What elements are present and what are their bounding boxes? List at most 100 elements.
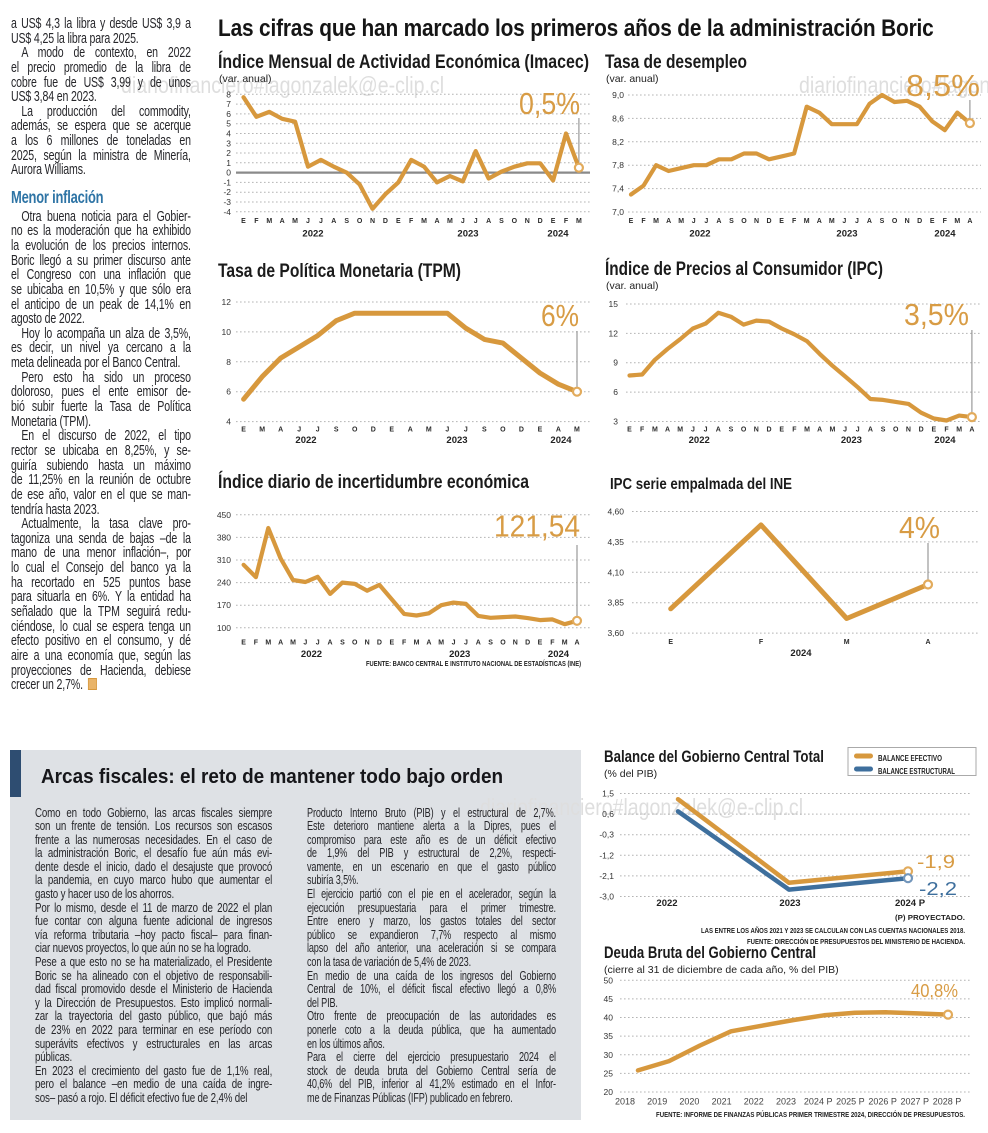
svg-text:2024 P: 2024 P: [895, 898, 926, 909]
svg-text:FUENTE: INFORME DE FINANZAS PÚ: FUENTE: INFORME DE FINANZAS PÚBLICAS PRI…: [656, 1110, 965, 1119]
svg-text:E: E: [931, 427, 936, 434]
svg-text:D: D: [538, 218, 543, 225]
svg-text:M: M: [677, 427, 683, 434]
svg-text:J: J: [692, 218, 696, 225]
svg-text:M: M: [447, 218, 453, 225]
svg-text:2023: 2023: [836, 229, 857, 240]
svg-text:J: J: [704, 218, 708, 225]
svg-text:Deuda Bruta del Gobierno Centr: Deuda Bruta del Gobierno Central: [604, 943, 816, 962]
svg-text:7,4: 7,4: [612, 184, 624, 194]
svg-text:A: A: [666, 218, 671, 225]
svg-text:D: D: [767, 218, 772, 225]
svg-text:-2,1: -2,1: [599, 871, 614, 881]
svg-text:J: J: [297, 427, 301, 434]
svg-text:8: 8: [226, 89, 231, 99]
svg-text:A: A: [408, 427, 413, 434]
svg-text:4,10: 4,10: [607, 567, 624, 577]
svg-text:15: 15: [609, 299, 619, 309]
svg-text:N: N: [513, 640, 518, 647]
svg-text:(var. anual): (var. anual): [606, 280, 659, 292]
svg-text:J: J: [316, 640, 320, 647]
svg-text:J: J: [461, 218, 465, 225]
svg-text:J: J: [843, 427, 847, 434]
svg-text:M: M: [421, 218, 427, 225]
svg-text:6: 6: [226, 109, 231, 119]
svg-text:2023: 2023: [776, 1097, 796, 1107]
svg-text:S: S: [334, 427, 339, 434]
svg-text:J: J: [474, 218, 478, 225]
svg-text:Índice Mensual de Actividad Ec: Índice Mensual de Actividad Económica (I…: [218, 50, 589, 73]
svg-text:2022: 2022: [689, 435, 710, 446]
svg-text:-1: -1: [223, 177, 231, 187]
svg-text:A: A: [331, 218, 336, 225]
svg-text:1,5: 1,5: [602, 789, 614, 799]
svg-text:450: 450: [217, 510, 231, 520]
svg-text:F: F: [550, 640, 555, 647]
svg-text:D: D: [525, 640, 530, 647]
svg-text:M: M: [292, 218, 298, 225]
svg-text:-3: -3: [223, 197, 231, 207]
svg-text:-0,3: -0,3: [599, 830, 614, 840]
svg-text:A: A: [716, 218, 721, 225]
svg-text:A: A: [867, 218, 872, 225]
svg-text:8: 8: [226, 357, 231, 367]
svg-text:O: O: [741, 218, 747, 225]
svg-text:A: A: [476, 640, 481, 647]
svg-text:N: N: [754, 427, 759, 434]
svg-text:2023: 2023: [446, 435, 467, 446]
svg-text:A: A: [575, 640, 580, 647]
svg-text:F: F: [759, 639, 764, 646]
svg-text:M: M: [954, 218, 960, 225]
svg-text:2022: 2022: [689, 229, 710, 240]
svg-text:A: A: [967, 218, 972, 225]
svg-text:25: 25: [604, 1068, 614, 1078]
svg-text:2022: 2022: [302, 229, 323, 240]
svg-text:Índice de Precios al Consumido: Índice de Precios al Consumidor (IPC): [605, 257, 883, 280]
svg-text:J: J: [306, 218, 310, 225]
svg-text:Balance del Gobierno Central T: Balance del Gobierno Central Total: [604, 747, 824, 766]
svg-text:M: M: [652, 427, 658, 434]
svg-text:2023: 2023: [779, 898, 800, 909]
svg-text:S: S: [482, 427, 487, 434]
svg-text:E: E: [396, 218, 401, 225]
svg-text:(var. anual): (var. anual): [606, 73, 659, 85]
svg-text:2024: 2024: [548, 649, 570, 660]
svg-text:N: N: [525, 218, 530, 225]
svg-text:J: J: [316, 427, 320, 434]
svg-text:2023: 2023: [449, 649, 470, 660]
svg-text:0: 0: [226, 168, 231, 178]
svg-text:E: E: [241, 640, 246, 647]
svg-text:A: A: [426, 640, 431, 647]
svg-text:45: 45: [604, 994, 614, 1004]
svg-text:D: D: [917, 218, 922, 225]
svg-text:S: S: [344, 218, 349, 225]
svg-text:M: M: [844, 639, 850, 646]
svg-text:M: M: [265, 640, 271, 647]
svg-text:M: M: [574, 427, 580, 434]
svg-text:O: O: [741, 427, 747, 434]
svg-text:F: F: [402, 640, 407, 647]
svg-text:2019: 2019: [647, 1097, 667, 1107]
svg-text:F: F: [254, 640, 259, 647]
svg-text:J: J: [691, 427, 695, 434]
svg-text:M: M: [426, 427, 432, 434]
svg-text:7,8: 7,8: [612, 160, 624, 170]
svg-text:E: E: [627, 427, 632, 434]
svg-text:0,6: 0,6: [602, 809, 614, 819]
svg-text:2026 P: 2026 P: [868, 1097, 897, 1107]
svg-text:O: O: [357, 218, 363, 225]
svg-text:6: 6: [226, 387, 231, 397]
svg-text:S: S: [880, 218, 885, 225]
svg-text:Tasa de Política Monetaria (TP: Tasa de Política Monetaria (TPM): [218, 260, 461, 282]
svg-text:170: 170: [217, 600, 231, 610]
svg-text:4: 4: [226, 417, 231, 427]
svg-text:2: 2: [226, 148, 231, 158]
svg-text:30: 30: [604, 1050, 614, 1060]
svg-text:M: M: [829, 218, 835, 225]
svg-text:M: M: [266, 218, 272, 225]
svg-text:8,2: 8,2: [612, 137, 624, 147]
svg-text:9: 9: [613, 358, 618, 368]
svg-text:E: E: [930, 218, 935, 225]
svg-text:A: A: [716, 427, 721, 434]
svg-text:A: A: [280, 218, 285, 225]
